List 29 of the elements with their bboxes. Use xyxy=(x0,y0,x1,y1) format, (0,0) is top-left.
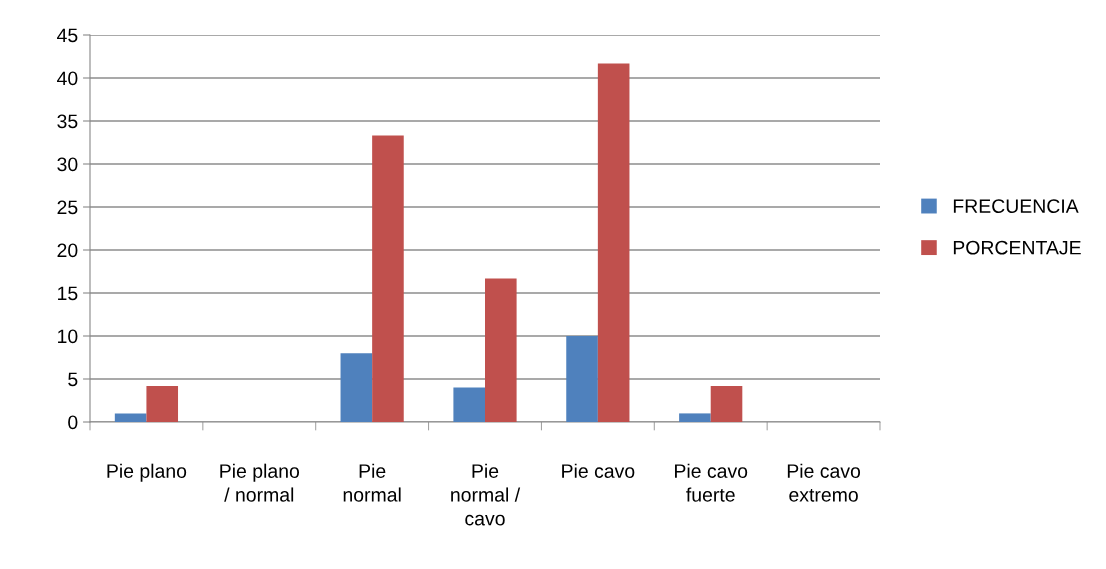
bar xyxy=(710,385,743,422)
y-tick-label: 45 xyxy=(57,28,78,43)
bar xyxy=(566,336,598,422)
legend-label: FRECUENCIA xyxy=(953,199,1079,213)
bar xyxy=(146,385,179,422)
x-tick-label: Pie plano xyxy=(107,463,187,482)
x-tick-label: Pie normal / cavo xyxy=(451,463,521,526)
y-tick-label: 15 xyxy=(58,286,78,301)
y-tick-label: 40 xyxy=(57,71,78,86)
bar xyxy=(372,135,404,422)
bar xyxy=(485,278,517,422)
x-tick-label: Pie cavo extremo xyxy=(787,463,861,502)
y-tick-label: 35 xyxy=(57,114,78,129)
bar xyxy=(597,63,630,422)
y-tick-label: 25 xyxy=(57,200,78,215)
y-tick-label: 0 xyxy=(68,415,78,430)
y-tick-label: 20 xyxy=(57,243,78,258)
x-tick-label: Pie normal xyxy=(343,463,401,502)
x-tick-label: Pie cavo xyxy=(562,463,635,478)
bar xyxy=(453,387,485,422)
bar xyxy=(340,353,373,422)
legend-label: PORCENTAJE xyxy=(953,240,1081,255)
bar xyxy=(679,413,711,422)
y-tick-label: 10 xyxy=(58,329,78,344)
y-tick-label: 5 xyxy=(68,372,78,387)
y-tick-label: 30 xyxy=(57,157,78,172)
x-tick-label: Pie cavo fuerte xyxy=(675,463,748,502)
bar xyxy=(114,413,147,422)
x-tick-label: Pie plano / normal xyxy=(220,463,300,502)
